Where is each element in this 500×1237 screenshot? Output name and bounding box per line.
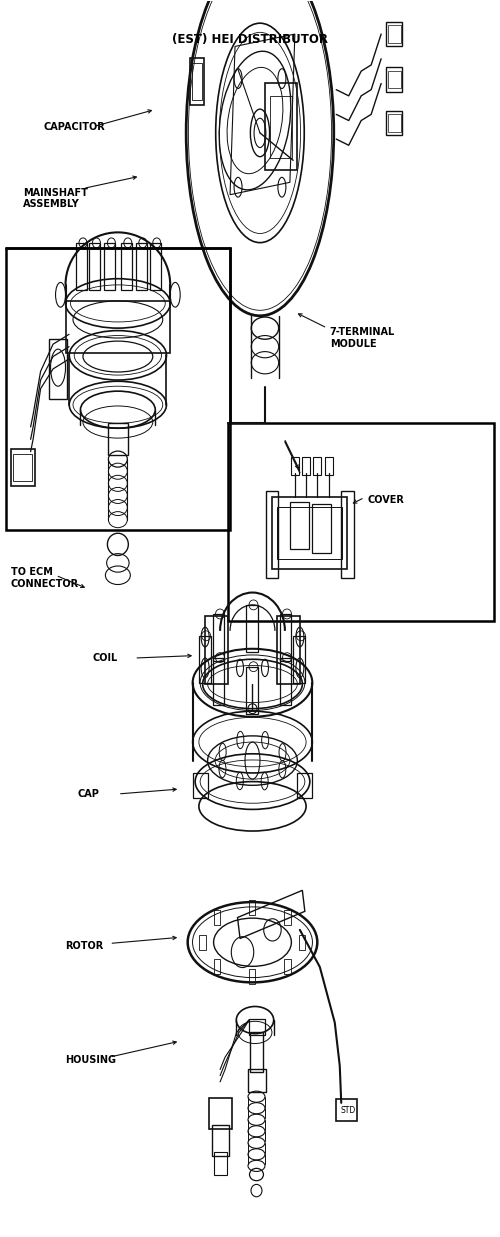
Bar [104,242,116,289]
Bar [266,491,278,578]
Bar [325,456,333,475]
Bar [49,339,66,398]
Bar [280,658,291,705]
Bar [10,449,34,486]
Bar [265,83,298,169]
Bar [284,910,290,925]
Bar [272,497,347,569]
Bar [246,667,258,714]
Text: CAP: CAP [78,789,100,799]
Bar [386,22,402,47]
Bar [284,959,290,974]
Bar [341,491,353,578]
Bar [212,1126,229,1157]
Bar [290,502,309,549]
Bar [250,1033,264,1072]
Bar [291,456,299,475]
Bar [248,1070,266,1092]
Bar [314,456,322,475]
Text: TO ECM
CONNECTOR: TO ECM CONNECTOR [10,567,79,589]
Bar [76,242,87,289]
Bar [386,110,402,135]
Bar [312,503,332,553]
Bar [278,616,300,684]
Bar [388,114,400,131]
Circle shape [254,119,266,147]
Bar [299,935,306,950]
Text: COIL: COIL [93,653,118,663]
Bar [270,95,292,157]
Bar [66,301,170,353]
Bar [205,616,228,684]
Bar [336,1100,357,1122]
Bar [214,910,220,925]
Bar [249,901,256,915]
Bar [249,1019,265,1035]
Bar [13,454,32,481]
Bar [212,658,224,705]
Text: MAINSHAFT
ASSEMBLY: MAINSHAFT ASSEMBLY [23,188,88,209]
Bar [294,636,306,683]
Bar [249,970,256,985]
Bar [278,507,342,559]
Bar [209,1098,232,1129]
Bar [192,773,208,798]
Bar [298,773,312,798]
Bar [386,68,402,92]
Bar [190,58,204,105]
Bar [6,247,230,529]
Bar [108,423,128,455]
Bar [136,242,147,289]
Bar [228,423,494,621]
Text: COVER: COVER [367,495,404,505]
Bar [388,26,400,43]
Text: ROTOR: ROTOR [66,941,104,951]
Bar [214,1153,226,1174]
Bar [198,636,210,683]
Bar [150,242,160,289]
Text: HOUSING: HOUSING [66,1055,116,1065]
Bar [121,242,132,289]
Text: STD: STD [340,1106,356,1115]
Bar [280,614,291,661]
Bar [90,242,101,289]
Bar [302,456,310,475]
Text: CAPACITOR: CAPACITOR [43,121,105,131]
Bar [388,71,400,88]
Text: (EST) HEI DISTRIBUTOR: (EST) HEI DISTRIBUTOR [172,33,328,46]
Bar [212,614,224,661]
Bar [192,63,202,100]
Bar [246,605,258,652]
Bar [199,935,205,950]
Bar [214,959,220,974]
Text: 7-TERMINAL
MODULE: 7-TERMINAL MODULE [330,328,395,349]
